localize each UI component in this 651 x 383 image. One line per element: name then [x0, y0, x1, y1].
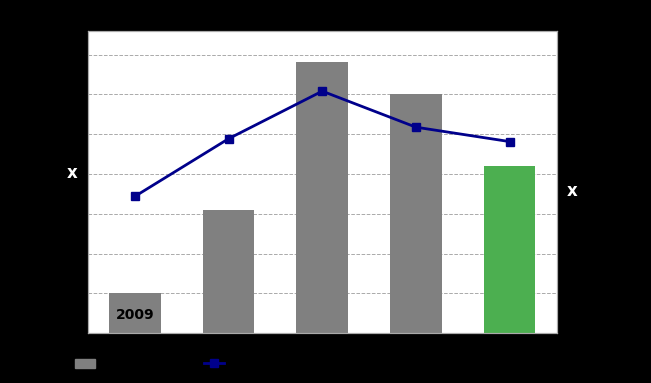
Y-axis label: x: x	[66, 164, 77, 182]
Text: 2009: 2009	[116, 308, 154, 322]
Bar	[203, 210, 255, 333]
Bar	[484, 166, 535, 333]
Y-axis label: x: x	[567, 182, 578, 200]
Bar	[296, 62, 348, 333]
Bar	[109, 293, 161, 333]
Legend: , : ,	[71, 354, 238, 373]
Bar	[390, 94, 441, 333]
